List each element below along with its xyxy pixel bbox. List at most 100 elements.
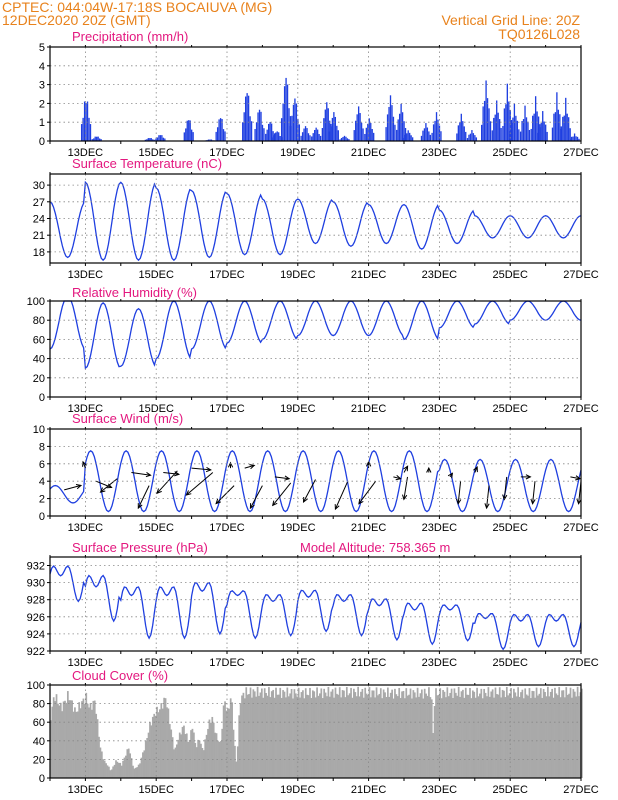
- x-tick-label: 25DEC: [492, 784, 528, 796]
- cloud-cover-bar: [176, 744, 178, 778]
- precip-bar: [460, 113, 462, 141]
- humidity-title: Relative Humidity (%): [72, 285, 197, 300]
- temperature-panel: 18 21 24 27 30 13DEC 15DEC 17DEC 19DEC 21DEC 23DEC…: [33, 172, 599, 281]
- precip-bar: [551, 127, 554, 141]
- cloud-cover-bar: [57, 703, 59, 778]
- cloud-cover-bar: [137, 764, 140, 778]
- precip-bar: [291, 115, 293, 141]
- precip-bar: [266, 129, 268, 141]
- x-tick-label: 15DEC: [138, 147, 174, 159]
- cloud-cover-bar: [242, 692, 245, 778]
- precipitation-frame: [49, 46, 582, 142]
- cloud-cover-bar: [174, 747, 177, 778]
- precip-bar: [334, 116, 337, 141]
- cloud-cover-bar: [286, 687, 289, 778]
- wind-arrowhead: [575, 475, 582, 481]
- cloud-cover-bar: [404, 698, 406, 778]
- cloud-cover-bar: [398, 687, 401, 778]
- precip-bar: [537, 116, 540, 141]
- cloud-cover-bar: [528, 688, 531, 778]
- cloud-cover-bar: [69, 700, 72, 778]
- cloud-cover-bar: [333, 697, 335, 778]
- precip-bar: [573, 133, 576, 141]
- precip-bar: [364, 133, 366, 141]
- cloud-cover-bar: [430, 699, 433, 778]
- cloud-cover-bar: [304, 688, 307, 778]
- precip-bar: [324, 109, 326, 141]
- wind-arrow: [503, 476, 508, 500]
- precip-bar: [155, 138, 157, 141]
- precip-bar: [360, 122, 363, 141]
- cloud-cover-bar: [113, 764, 116, 778]
- cloud-cover-bar: [497, 694, 500, 778]
- precip-bar: [331, 117, 334, 141]
- precip-bar: [306, 128, 308, 141]
- precip-bar: [391, 105, 393, 141]
- cloud-cover-bar: [64, 700, 66, 778]
- cloud-cover-bar: [136, 767, 139, 778]
- cloud-cover-bar: [453, 688, 456, 778]
- precip-bar: [485, 80, 487, 141]
- cloud-cover-bar: [299, 697, 301, 778]
- cloud-cover-bar: [389, 692, 392, 778]
- precip-bar: [385, 127, 387, 141]
- precip-bar: [340, 137, 343, 141]
- precip-bar: [519, 131, 522, 141]
- cloud-cover-bar: [446, 687, 449, 778]
- wind-arrowhead: [249, 464, 256, 470]
- precip-bar: [465, 131, 467, 141]
- x-tick-label: 21DEC: [351, 784, 387, 796]
- pressure-series-line: [49, 565, 582, 651]
- precip-bar: [508, 101, 510, 141]
- cloud-cover-bar: [207, 728, 209, 778]
- y-tick-label: 20: [33, 754, 45, 766]
- precip-bar: [357, 106, 360, 141]
- cloud-cover-bar: [265, 692, 267, 778]
- cloud-cover-bar: [112, 766, 115, 778]
- cloud-cover-bar: [527, 695, 529, 778]
- wind-arrowhead: [156, 488, 162, 495]
- precip-bar: [339, 139, 341, 141]
- precip-bar: [435, 112, 438, 141]
- cloud-cover-bar: [538, 693, 541, 778]
- cloud-cover-bar: [150, 725, 153, 778]
- cloud-cover-bar: [122, 760, 124, 778]
- cloud-cover-bar: [443, 691, 446, 778]
- cloud-cover-bar: [494, 687, 497, 778]
- x-tick-label: 13DEC: [68, 269, 104, 281]
- cloud-cover-bar: [327, 687, 330, 778]
- wind-arrow: [457, 481, 462, 504]
- cloud-cover-bar: [445, 697, 447, 778]
- cloud-cover-bar: [98, 736, 100, 778]
- precip-bar: [428, 131, 430, 141]
- precip-bar: [466, 138, 469, 141]
- precip-bar: [289, 125, 292, 141]
- cloud-cover-bar: [256, 686, 259, 778]
- wind-series-line: [49, 449, 582, 513]
- y-tick-label: 0: [39, 392, 45, 404]
- y-tick-label: 5: [39, 42, 45, 54]
- precip-bar: [563, 115, 565, 141]
- cloud-cover-bar: [143, 750, 146, 778]
- precip-bar: [183, 132, 185, 141]
- cloud-cover-bar: [337, 694, 340, 778]
- model-altitude-annotation: Model Altitude: 758.365 m: [300, 540, 450, 555]
- precip-bar: [392, 116, 395, 141]
- precip-bar: [329, 120, 331, 141]
- cloud-cover-bar: [54, 701, 56, 778]
- x-tick-label: 17DEC: [209, 147, 245, 159]
- cloud-cover-bar: [355, 696, 358, 778]
- wind-arrow: [570, 476, 581, 480]
- cloud-cover-bar: [518, 696, 521, 778]
- precip-bar: [188, 120, 190, 141]
- precip-bar: [496, 100, 498, 141]
- y-tick-label: 18: [33, 247, 45, 259]
- precip-bar: [80, 124, 83, 141]
- precip-bar: [254, 129, 256, 141]
- cloud-cover-bar: [106, 765, 109, 778]
- precip-bar: [401, 112, 404, 141]
- x-tick-label: 17DEC: [209, 522, 245, 534]
- precip-bar: [410, 135, 412, 141]
- cloud-cover-bar: [181, 726, 184, 778]
- precip-bar: [258, 109, 261, 141]
